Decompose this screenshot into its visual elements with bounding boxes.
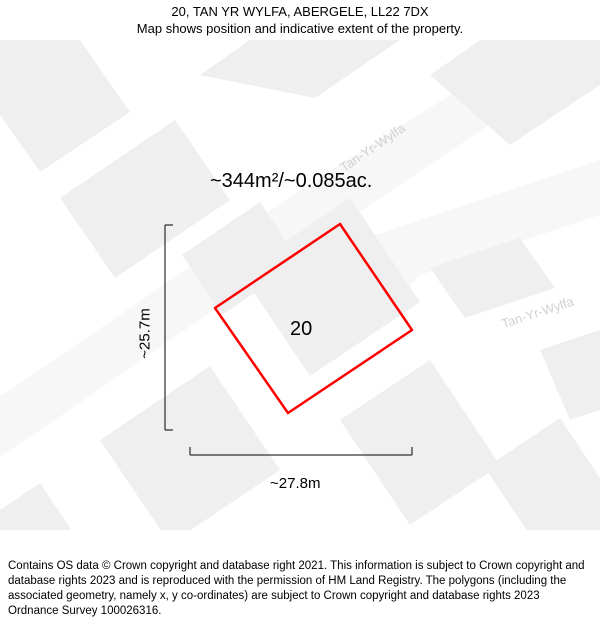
house-number: 20 [290,318,312,341]
address-title: 20, TAN YR WYLFA, ABERGELE, LL22 7DX [0,4,600,19]
map-svg [0,40,600,530]
area-label: ~344m²/~0.085ac. [210,170,372,193]
subtitle: Map shows position and indicative extent… [0,21,600,36]
vertical-dimension-label: ~25.7m [137,308,154,358]
horizontal-dimension-label: ~27.8m [270,475,320,492]
map-area: ~344m²/~0.085ac. 20 ~25.7m ~27.8m Tan-Yr… [0,40,600,530]
header: 20, TAN YR WYLFA, ABERGELE, LL22 7DX Map… [0,4,600,36]
copyright-footer: Contains OS data © Crown copyright and d… [8,559,592,619]
property-map-page: 20, TAN YR WYLFA, ABERGELE, LL22 7DX Map… [0,0,600,625]
